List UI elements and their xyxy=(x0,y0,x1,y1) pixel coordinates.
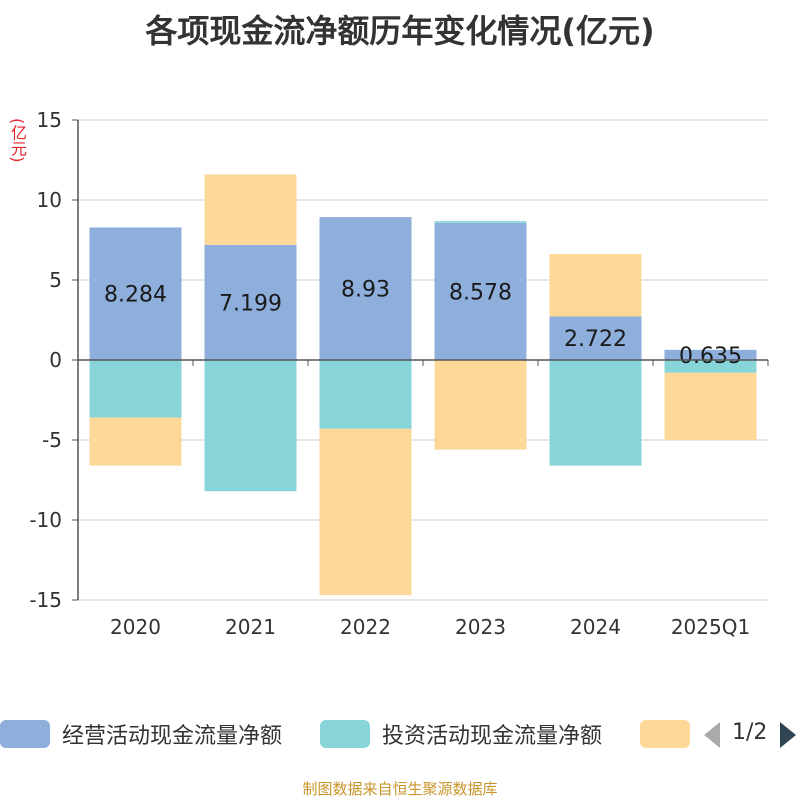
y-tick-label-15: 15 xyxy=(37,108,62,132)
bar-2-2022 xyxy=(319,428,412,596)
bar-2-2021 xyxy=(204,174,297,245)
y-axis-unit: (亿元) xyxy=(8,118,27,163)
bar-1-2023 xyxy=(434,221,527,223)
bar-label-2020: 8.284 xyxy=(104,283,167,308)
bar-0-2022 xyxy=(319,217,412,360)
legend-label-operating: 经营活动现金流量净额 xyxy=(62,724,283,749)
chart-title: 各项现金流净额历年变化情况(亿元) xyxy=(145,12,655,50)
y-tick-label--5: -5 xyxy=(42,428,62,452)
y-tick-label-0: 0 xyxy=(49,348,62,372)
bar-label-2025Q1: 0.635 xyxy=(679,344,742,369)
x-tick-label-2023: 2023 xyxy=(455,615,506,639)
y-tick-label--10: -10 xyxy=(29,508,62,532)
bar-label-2022: 8.93 xyxy=(341,278,390,303)
legend-page-indicator: 1/2 xyxy=(732,720,768,745)
legend-prev-arrow-icon[interactable] xyxy=(704,722,720,748)
bar-1-2022 xyxy=(319,360,412,429)
x-tick-label-2025Q1: 2025Q1 xyxy=(671,615,750,639)
x-tick-label-2020: 2020 xyxy=(110,615,161,639)
bar-label-2023: 8.578 xyxy=(449,280,512,305)
legend-swatch-investing xyxy=(320,720,370,748)
bar-1-2025Q1 xyxy=(664,360,757,373)
legend-swatch-operating xyxy=(0,720,50,748)
data-source-note: 制图数据来自恒生聚源数据库 xyxy=(302,780,498,798)
bar-label-2021: 7.199 xyxy=(219,291,282,316)
x-tick-label-2022: 2022 xyxy=(340,615,391,639)
bar-label-2024: 2.722 xyxy=(564,327,627,352)
legend-next-arrow-icon[interactable] xyxy=(780,722,796,748)
bar-1-2021 xyxy=(204,360,297,492)
bar-0-2023 xyxy=(434,222,527,360)
y-tick-label-5: 5 xyxy=(49,268,62,292)
y-tick-label-10: 10 xyxy=(37,188,62,212)
legend: 经营活动现金流量净额 投资活动现金流量净额 xyxy=(0,716,800,756)
bar-2-2020 xyxy=(89,417,182,466)
bar-0-2024 xyxy=(549,316,642,360)
legend-pager: 1/2 xyxy=(700,716,800,752)
x-tick-label-2024: 2024 xyxy=(570,615,621,639)
bar-1-2020 xyxy=(89,360,182,418)
bar-2-2025Q1 xyxy=(664,372,757,440)
legend-swatch-financing xyxy=(640,720,690,748)
bar-2-2023 xyxy=(434,360,527,450)
bar-0-2020 xyxy=(89,227,182,360)
bar-0-2025Q1 xyxy=(664,349,757,360)
y-tick-label--15: -15 xyxy=(29,588,62,612)
bar-0-2021 xyxy=(204,244,297,360)
chart-plot: 8.284 7.199 8.93 8.578 2.722 0.635 15 10 5 0 -5 -1… xyxy=(29,108,769,639)
bar-2-2024 xyxy=(549,254,642,317)
bar-1-2024 xyxy=(549,360,642,466)
legend-label-investing: 投资活动现金流量净额 xyxy=(382,724,603,749)
x-tick-label-2021: 2021 xyxy=(225,615,276,639)
